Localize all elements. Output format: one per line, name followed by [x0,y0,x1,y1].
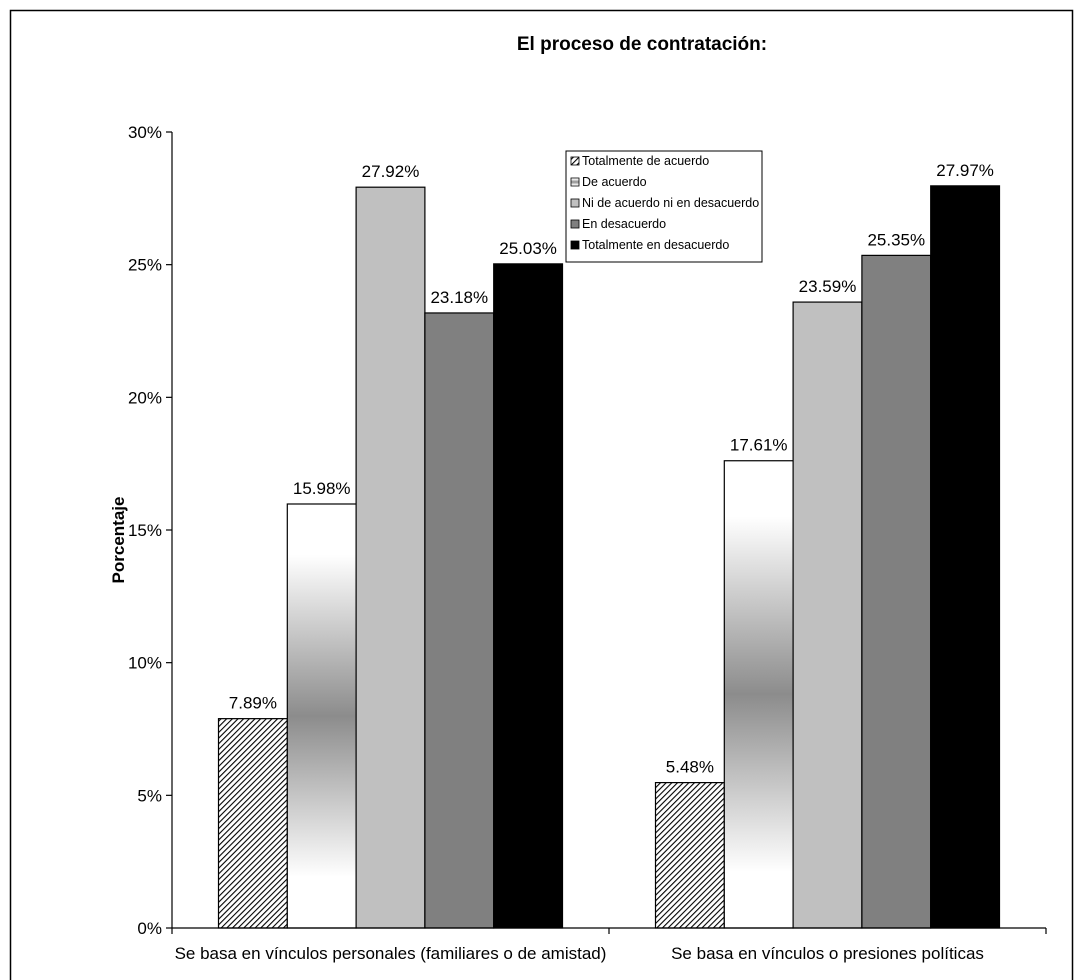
legend-swatch [570,156,580,166]
bar [930,185,1001,929]
legend-swatch [570,219,580,229]
bar [355,186,426,929]
chart-title: El proceso de contratación: [517,34,767,55]
data-label: 23.18% [430,288,488,307]
bar [723,460,794,929]
x-category-label: Se basa en vínculos o presiones política… [671,944,984,963]
y-tick-label: 25% [128,256,162,275]
bar [792,301,863,929]
data-label: 25.35% [867,230,925,249]
y-tick-label: 20% [128,388,162,407]
y-tick-label: 10% [128,654,162,673]
legend-label: Ni de acuerdo ni en desacuerdo [582,196,759,210]
legend-box [565,150,763,263]
data-label: 25.03% [499,239,557,258]
x-category-label: Se basa en vínculos personales (familiar… [175,944,607,963]
bar [861,254,932,929]
data-label: 23.59% [799,277,857,296]
bar [217,718,288,929]
data-label: 15.98% [293,479,351,498]
data-label: 27.92% [362,162,420,181]
legend-swatch [570,198,580,208]
bars-group [217,185,1001,929]
y-axis: 0% 5% 10% 15% 20% 25% 30% [128,123,173,938]
bar [424,312,495,929]
data-label: 17.61% [730,436,788,455]
y-tick-label: 15% [128,521,162,540]
legend-label: Totalmente de acuerdo [582,154,709,168]
legend-label: En desacuerdo [582,217,666,231]
data-label: 5.48% [666,758,714,777]
data-labels-group: 7.89% 15.98% 27.92% 23.18% 25.03% 5.48% 17.61%… [229,161,994,777]
bar [286,503,357,929]
data-label: 27.97% [936,161,994,180]
legend: Totalmente de acuerdo De acuerdo Ni de acu… [565,150,763,263]
bar [654,781,725,929]
bar [493,263,564,929]
legend-swatch [570,240,580,250]
chart-border [9,9,1074,980]
y-tick-label: 0% [137,919,162,938]
y-tick-label: 5% [137,786,162,805]
legend-label: Totalmente en desacuerdo [582,238,729,252]
legend-swatch [570,177,580,187]
x-axis: Se basa en vínculos personales (familiar… [171,927,1047,963]
y-axis-label: Porcentaje [109,497,128,584]
data-label: 7.89% [229,694,277,713]
legend-label: De acuerdo [582,175,647,189]
y-tick-label: 30% [128,123,162,142]
